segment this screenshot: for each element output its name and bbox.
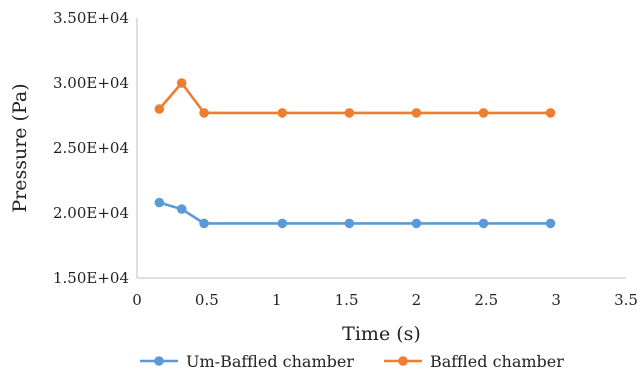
x-tick-label: 3.5 xyxy=(614,291,638,309)
axes xyxy=(136,18,626,279)
x-tick-label: 0 xyxy=(132,291,142,309)
y-tick-label: 2.00E+04 xyxy=(53,204,129,222)
series-line xyxy=(159,201,551,225)
legend-item: Baffled chamber xyxy=(384,352,564,371)
x-tick-labels: 0 0.5 1 1.5 2 2.5 3 3.5 xyxy=(132,291,638,309)
legend-swatch-marker xyxy=(154,356,164,366)
x-tick-label: 2.5 xyxy=(474,291,498,309)
legend: Um-Baffled chamber Baffled chamber xyxy=(140,352,564,371)
x-tick-label: 0.5 xyxy=(195,291,219,309)
series-line xyxy=(158,81,551,115)
data-point xyxy=(277,108,288,118)
y-tick-labels: 1.50E+04 2.00E+04 2.50E+04 3.00E+04 3.50E+04 xyxy=(53,9,129,287)
x-axis-title: Time (s) xyxy=(342,323,421,345)
series-2 xyxy=(154,78,556,118)
x-tick-label: 1 xyxy=(272,291,282,309)
data-point xyxy=(344,218,355,229)
legend-label: Baffled chamber xyxy=(430,352,564,371)
x-tick-label: 3 xyxy=(551,291,561,309)
legend-item: Um-Baffled chamber xyxy=(140,352,354,371)
y-tick-label: 1.50E+04 xyxy=(53,269,129,287)
legend-label: Um-Baffled chamber xyxy=(186,352,354,371)
data-point xyxy=(176,78,187,88)
data-point xyxy=(199,108,209,118)
x-tick-label: 1.5 xyxy=(335,291,359,309)
y-tick-label: 2.50E+04 xyxy=(53,139,129,157)
data-point xyxy=(344,108,355,118)
legend-swatch-marker xyxy=(398,356,408,366)
y-axis-title: Pressure (Pa) xyxy=(9,83,31,212)
data-point xyxy=(176,204,187,214)
data-point xyxy=(545,218,556,229)
data-point xyxy=(199,218,209,229)
series-1 xyxy=(154,197,556,229)
data-point xyxy=(411,218,422,229)
x-tick-label: 2 xyxy=(412,291,422,309)
data-point xyxy=(277,218,288,229)
y-tick-label: 3.00E+04 xyxy=(53,74,129,92)
data-point xyxy=(154,104,165,114)
data-point xyxy=(478,108,489,118)
data-point xyxy=(411,108,422,118)
y-tick-label: 3.50E+04 xyxy=(53,9,129,27)
series-layer xyxy=(154,78,556,229)
data-point xyxy=(545,108,556,118)
data-point xyxy=(154,197,165,208)
data-point xyxy=(478,218,489,229)
